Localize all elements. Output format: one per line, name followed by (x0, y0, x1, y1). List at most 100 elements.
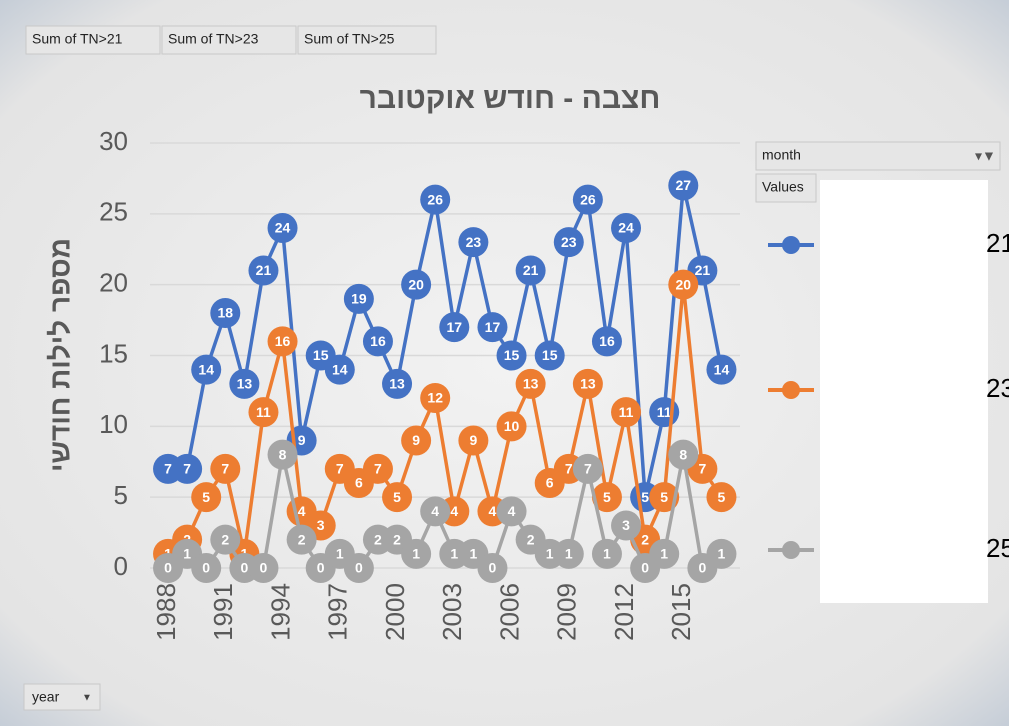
data-point (248, 553, 279, 583)
data-label: 1 (183, 546, 191, 562)
y-axis-label: מספר לילות חודשי (44, 238, 75, 472)
axis-field-button[interactable] (23, 683, 101, 711)
data-label: 0 (317, 560, 325, 576)
data-label: 23 (466, 234, 482, 250)
data-point (191, 553, 222, 583)
series-line (166, 282, 723, 556)
data-label: 0 (260, 560, 268, 576)
data-label: 27 (676, 177, 692, 193)
data-point (362, 453, 393, 484)
data-point (591, 538, 622, 569)
legend-label: לילות > 23 (986, 373, 1009, 403)
filter-icon: ▾▼ (975, 148, 996, 164)
data-point (267, 439, 298, 470)
data-label: 4 (489, 503, 497, 519)
data-point (496, 340, 527, 371)
x-tick-label: 2006 (494, 583, 524, 641)
data-label: 13 (523, 376, 539, 392)
data-label: 12 (427, 390, 443, 406)
data-label: 1 (660, 546, 668, 562)
data-point (420, 383, 451, 413)
data-label: 26 (427, 191, 443, 207)
data-point (210, 298, 241, 328)
values-button[interactable] (755, 173, 817, 203)
data-label: 0 (641, 560, 649, 576)
data-label: 7 (164, 461, 172, 477)
y-tick-label: 25 (99, 197, 128, 227)
data-label: 4 (298, 503, 306, 519)
data-label: 4 (431, 503, 439, 519)
data-point (248, 255, 279, 286)
data-point (343, 283, 374, 314)
data-label: 5 (641, 489, 649, 505)
x-tick-label: 1991 (208, 583, 238, 641)
data-label: 9 (298, 432, 306, 448)
data-label: 2 (393, 531, 401, 547)
data-label: 1 (603, 546, 611, 562)
data-label: 1 (412, 546, 420, 562)
data-label: 14 (332, 361, 348, 377)
data-label: 5 (202, 489, 210, 505)
field-button-label: Sum of TN>25 (304, 31, 395, 47)
x-tick-label: 2015 (666, 583, 696, 641)
data-label: 1 (718, 546, 726, 562)
data-point (229, 368, 260, 399)
data-label: 14 (714, 361, 730, 377)
data-label: 1 (450, 546, 458, 562)
data-label: 2 (527, 531, 535, 547)
data-point (611, 213, 642, 243)
data-label: 9 (412, 432, 420, 448)
data-point (401, 425, 432, 456)
data-label: 1 (469, 546, 477, 562)
x-tick-label: 1997 (323, 583, 353, 641)
data-point (382, 482, 413, 513)
data-point (591, 482, 622, 513)
data-label: 24 (618, 220, 634, 236)
x-tick-label: 2000 (380, 583, 410, 641)
field-button[interactable] (25, 25, 161, 55)
filter-button[interactable] (755, 141, 1001, 171)
data-label: 20 (408, 276, 424, 292)
data-label: 17 (485, 319, 501, 335)
y-tick-label: 0 (114, 551, 128, 581)
data-point (286, 524, 317, 555)
field-button[interactable] (161, 25, 297, 55)
data-label: 6 (355, 475, 363, 491)
data-point (420, 496, 451, 527)
data-point (458, 425, 489, 456)
data-label: 0 (489, 560, 497, 576)
data-label: 1 (565, 546, 573, 562)
data-label: 4 (450, 503, 458, 519)
data-point (706, 354, 737, 385)
data-point (401, 538, 432, 569)
data-label: 16 (599, 333, 615, 349)
data-label: 5 (393, 489, 401, 505)
data-point (496, 496, 527, 527)
data-point (267, 326, 298, 357)
legend-label: לילות > 25 (986, 533, 1009, 563)
data-point (362, 326, 393, 357)
data-label: 7 (374, 461, 382, 477)
data-point (553, 538, 584, 569)
data-point (611, 397, 642, 428)
data-label: 0 (240, 560, 248, 576)
data-point (649, 482, 680, 513)
data-point (191, 354, 222, 385)
data-point (248, 397, 279, 428)
data-point (572, 368, 603, 399)
data-label: 14 (198, 361, 214, 377)
chart-title: חצבה - חודש אוקטובר (360, 82, 661, 115)
field-button-label: Sum of TN>23 (168, 31, 259, 47)
data-label: 21 (695, 262, 711, 278)
data-label: 2 (221, 531, 229, 547)
data-label: 16 (370, 333, 386, 349)
data-label: 13 (580, 376, 596, 392)
data-point (668, 269, 699, 300)
data-point (534, 340, 565, 371)
data-label: 3 (622, 517, 630, 533)
data-point (439, 312, 470, 343)
data-label: 23 (561, 234, 577, 250)
data-label: 21 (256, 262, 272, 278)
field-button[interactable] (297, 25, 437, 55)
